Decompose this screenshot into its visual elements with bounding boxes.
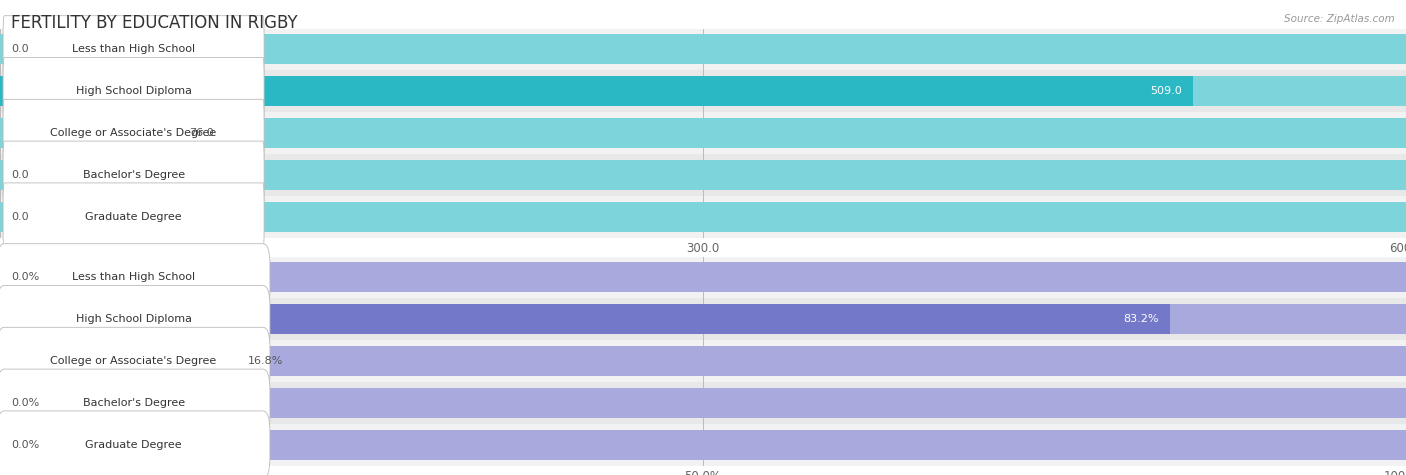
Text: 509.0: 509.0 — [1150, 86, 1181, 96]
Bar — [0, 76, 1192, 106]
Text: High School Diploma: High School Diploma — [76, 314, 191, 324]
Bar — [0, 382, 1406, 424]
Bar — [0, 346, 1406, 376]
Text: FERTILITY BY EDUCATION IN RIGBY: FERTILITY BY EDUCATION IN RIGBY — [11, 14, 298, 32]
Bar — [0, 388, 1406, 418]
Bar — [0, 112, 1406, 154]
Text: 0.0%: 0.0% — [11, 439, 39, 450]
Bar — [0, 70, 1406, 112]
Bar — [0, 346, 236, 376]
Text: College or Associate's Degree: College or Associate's Degree — [51, 356, 217, 366]
Bar — [0, 154, 1406, 196]
Bar — [0, 424, 1406, 466]
FancyBboxPatch shape — [0, 411, 270, 475]
Text: 83.2%: 83.2% — [1123, 314, 1159, 324]
FancyBboxPatch shape — [3, 183, 264, 250]
Bar — [0, 160, 1406, 190]
Text: 0.0%: 0.0% — [11, 398, 39, 408]
Bar — [0, 28, 1406, 70]
Bar — [0, 196, 1406, 238]
Bar — [0, 262, 1406, 293]
Bar — [0, 201, 1406, 232]
Bar — [0, 304, 1170, 334]
Text: Graduate Degree: Graduate Degree — [86, 439, 181, 450]
FancyBboxPatch shape — [3, 141, 264, 209]
FancyBboxPatch shape — [0, 285, 270, 353]
Text: Less than High School: Less than High School — [72, 272, 195, 283]
FancyBboxPatch shape — [3, 16, 264, 83]
Text: Graduate Degree: Graduate Degree — [86, 211, 181, 222]
FancyBboxPatch shape — [0, 244, 270, 311]
Text: 76.0: 76.0 — [190, 128, 214, 138]
Bar — [0, 34, 1406, 65]
Bar — [0, 76, 1406, 106]
Bar — [0, 304, 1406, 334]
FancyBboxPatch shape — [0, 369, 270, 437]
Bar — [0, 298, 1406, 340]
Text: 0.0: 0.0 — [11, 44, 30, 55]
Text: Bachelor's Degree: Bachelor's Degree — [83, 170, 184, 180]
Bar — [0, 429, 1406, 460]
FancyBboxPatch shape — [3, 57, 264, 125]
FancyBboxPatch shape — [0, 327, 270, 395]
Bar — [0, 256, 1406, 298]
Bar — [0, 118, 179, 148]
Text: 0.0: 0.0 — [11, 170, 30, 180]
Text: Bachelor's Degree: Bachelor's Degree — [83, 398, 184, 408]
FancyBboxPatch shape — [3, 99, 264, 167]
Text: Less than High School: Less than High School — [72, 44, 195, 55]
Text: High School Diploma: High School Diploma — [76, 86, 191, 96]
Text: 0.0: 0.0 — [11, 211, 30, 222]
Text: 0.0%: 0.0% — [11, 272, 39, 283]
Text: Source: ZipAtlas.com: Source: ZipAtlas.com — [1284, 14, 1395, 24]
Text: 16.8%: 16.8% — [247, 356, 283, 366]
Bar — [0, 340, 1406, 382]
Bar — [0, 118, 1406, 148]
Text: College or Associate's Degree: College or Associate's Degree — [51, 128, 217, 138]
